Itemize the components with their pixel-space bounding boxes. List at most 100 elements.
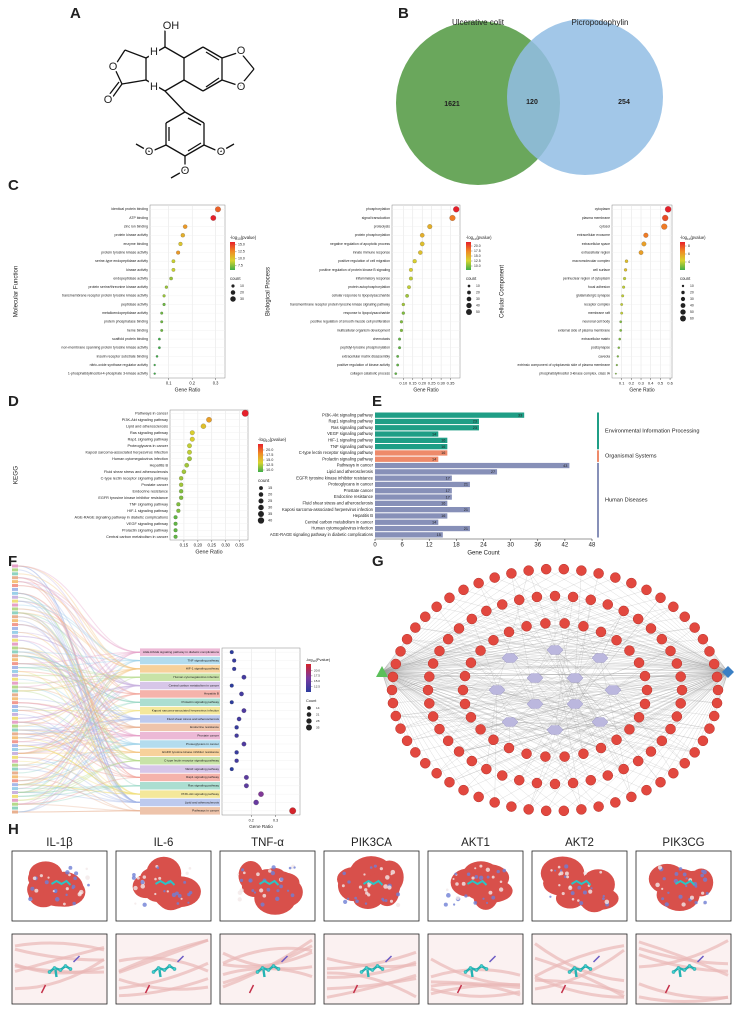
- flow: [17, 678, 141, 745]
- ligand-atom: [572, 966, 577, 970]
- edge: [534, 676, 681, 679]
- surface-atom: [28, 896, 33, 902]
- target-node: [475, 645, 486, 656]
- dot: [620, 303, 624, 306]
- surface-atom: [293, 866, 296, 869]
- edge: [545, 689, 614, 757]
- dot: [182, 224, 188, 229]
- surface-atom: [260, 902, 265, 907]
- surface-atom: [564, 875, 567, 879]
- dot: [419, 233, 425, 238]
- group-label: Organismal Systems: [605, 454, 657, 460]
- term-label: Human cytomegalovirus infection: [112, 457, 168, 461]
- term-label: extracellular matrix: [582, 337, 611, 341]
- y-axis-title: Cellular Component: [500, 265, 506, 318]
- target-node: [618, 763, 629, 775]
- bar-value-label: 16: [441, 514, 445, 518]
- term-label: innate immune response: [353, 250, 390, 254]
- dot: [180, 233, 185, 238]
- bond: [124, 49, 147, 59]
- target-node: [434, 723, 445, 735]
- term-label: response to lipopolysaccharide: [343, 311, 390, 315]
- count-legend-dot: [259, 486, 263, 490]
- flow: [17, 737, 141, 770]
- surface-atom: [702, 869, 707, 875]
- protein-name: IL-1β: [46, 837, 73, 849]
- gene-node: [12, 615, 18, 619]
- edge: [612, 689, 718, 704]
- edge: [381, 671, 564, 811]
- term-label: Proteoglycans in cancer: [127, 444, 168, 448]
- gene-node: [12, 771, 18, 775]
- ligand-atom: [671, 970, 676, 974]
- bar-value-label: 21: [464, 508, 468, 512]
- gene-node: [12, 595, 18, 599]
- target-node: [481, 763, 492, 775]
- gene-node: [12, 748, 18, 752]
- flow: [17, 565, 141, 653]
- color-tick-label: 10.0: [474, 264, 481, 268]
- flow: [17, 659, 141, 813]
- dot: [615, 372, 617, 375]
- edge: [439, 650, 498, 691]
- target-node: [521, 621, 532, 632]
- ligand-atom: [364, 966, 369, 970]
- term-label: 1-phosphatidylinositol-4-phosphate 3-kin…: [68, 372, 148, 376]
- category-label: Fluid shear stress and atherosclerosis: [302, 500, 373, 505]
- bond: [221, 51, 241, 59]
- protein-surface: [43, 877, 86, 907]
- edge: [400, 651, 556, 731]
- pathway-box: [140, 731, 220, 740]
- edge: [564, 671, 729, 757]
- bar-value-label: 23: [473, 420, 477, 424]
- flow: [17, 581, 141, 653]
- term-label: protein phosphorylation: [355, 233, 390, 237]
- bar: [375, 500, 448, 506]
- flow: [17, 743, 141, 786]
- edge: [381, 626, 527, 673]
- edge: [554, 649, 715, 665]
- dot: [641, 241, 647, 247]
- flow: [17, 663, 141, 695]
- flow: [17, 620, 141, 804]
- target-node: [540, 618, 551, 629]
- surface-atom: [346, 897, 350, 901]
- target-node: [697, 735, 709, 747]
- plot-frame: [611, 204, 673, 379]
- x-tick-label: 0.1: [166, 381, 172, 386]
- edge: [563, 569, 729, 673]
- count-legend-title: count: [680, 276, 691, 281]
- flow: [17, 791, 141, 804]
- bond: [187, 117, 202, 126]
- gene-node: [12, 650, 18, 654]
- target-node: [675, 671, 686, 682]
- surface-atom: [662, 877, 666, 881]
- gene-node: [12, 654, 18, 658]
- edge: [496, 689, 652, 752]
- edge: [381, 671, 495, 803]
- surface-atom: [133, 885, 138, 891]
- gene-node: [12, 662, 18, 666]
- flow: [17, 760, 141, 794]
- y-axis-title: KEGG: [13, 466, 20, 484]
- target-node: [513, 774, 525, 786]
- ligand-atom: [63, 964, 68, 968]
- term-label: nitric-oxide synthase regulator activity: [90, 363, 149, 367]
- edge: [427, 677, 536, 691]
- ligand-atom: [255, 970, 260, 974]
- edge: [494, 689, 498, 803]
- edge: [702, 639, 729, 673]
- edge: [415, 627, 601, 659]
- edge: [554, 671, 729, 785]
- dot: [661, 223, 668, 230]
- flow: [17, 584, 141, 670]
- flow: [17, 668, 141, 754]
- plot-frame: [221, 647, 301, 816]
- term-label: cellular response to lipopolysaccharide: [332, 294, 390, 298]
- term-label: protein autophosphorylation: [348, 285, 390, 289]
- flow: [17, 713, 141, 804]
- residue: [72, 955, 81, 963]
- x-tick-label: 0.5: [658, 381, 664, 386]
- edge: [583, 671, 729, 754]
- edge: [528, 689, 614, 810]
